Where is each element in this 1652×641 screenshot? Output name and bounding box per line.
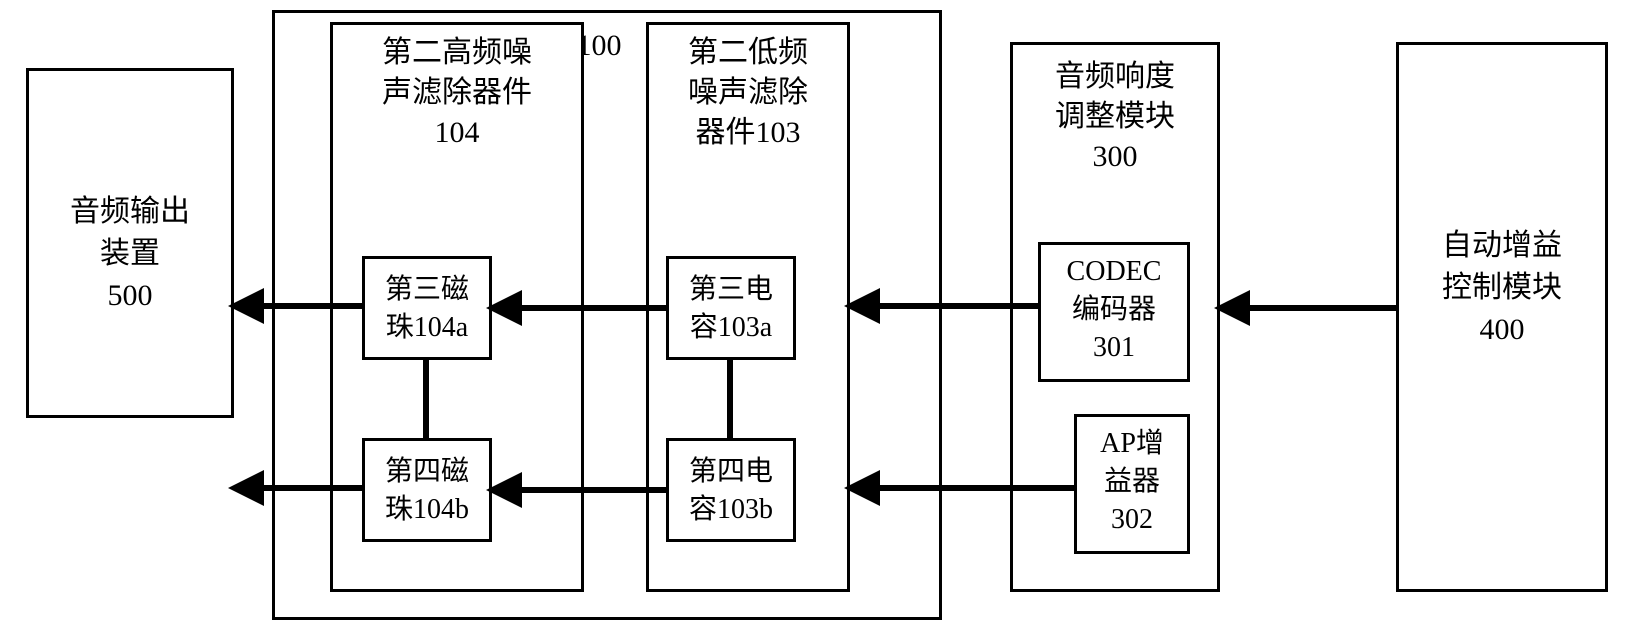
block-ap-302: AP增 益器 302 bbox=[1074, 414, 1190, 554]
block-bead-104b: 第四磁 珠104b bbox=[362, 438, 492, 542]
label-hf-filter-104: 第二高频噪 声滤除器件 104 bbox=[333, 33, 581, 153]
block-audio-output-500: 音频输出 装置 500 bbox=[26, 68, 234, 418]
block-bead-104a: 第三磁 珠104a bbox=[362, 256, 492, 360]
label-loudness-300: 音频响度 调整模块 300 bbox=[1013, 57, 1217, 177]
label-bead-104a: 第三磁 珠104a bbox=[365, 271, 489, 347]
label-ap-302: AP增 益器 302 bbox=[1077, 425, 1187, 539]
block-cap-103a: 第三电 容103a bbox=[666, 256, 796, 360]
label-audio-output-500: 音频输出 装置 500 bbox=[29, 191, 231, 317]
label-agc-400: 自动增益 控制模块 400 bbox=[1399, 225, 1605, 351]
label-cap-103a: 第三电 容103a bbox=[669, 271, 793, 347]
label-lf-filter-103: 第二低频 噪声滤除 器件103 bbox=[649, 33, 847, 153]
block-codec-301: CODEC 编码器 301 bbox=[1038, 242, 1190, 382]
label-bead-104b: 第四磁 珠104b bbox=[365, 453, 489, 529]
label-codec-301: CODEC 编码器 301 bbox=[1041, 253, 1187, 367]
block-cap-103b: 第四电 容103b bbox=[666, 438, 796, 542]
label-cap-103b: 第四电 容103b bbox=[669, 453, 793, 529]
block-agc-400: 自动增益 控制模块 400 bbox=[1396, 42, 1608, 592]
